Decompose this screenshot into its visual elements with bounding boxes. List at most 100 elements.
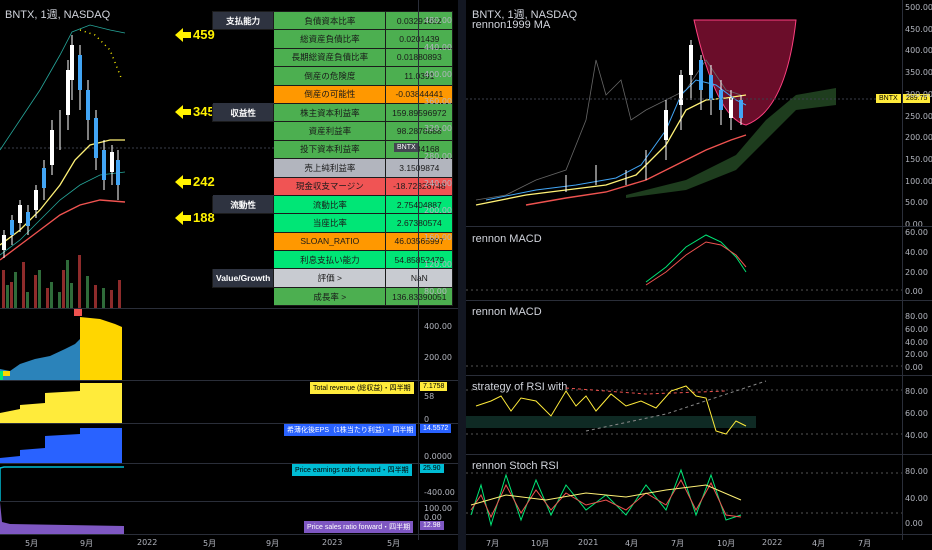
ratio-row: Value/Growth 評価 > NaN xyxy=(211,268,454,288)
ratio-category xyxy=(213,214,274,232)
ratio-row: 長期総資産負債比率 0.01880893 xyxy=(213,47,454,68)
price-tick: 320.00 xyxy=(424,124,452,134)
ratio-category xyxy=(213,48,274,66)
ratio-value: 46.03565997 xyxy=(385,231,454,252)
right-ticker-tag: BNTX xyxy=(876,94,901,103)
financial-ratio-table: 支払能力 負債資本比率 0.03291052 総資産負債比率 0.0201439 長期総資… xyxy=(211,10,454,307)
ratio-category xyxy=(213,85,274,103)
ratio-category xyxy=(213,67,274,85)
target-arrow-1: 459 xyxy=(175,27,215,42)
right-price-tag: 289.75 xyxy=(903,94,931,103)
ratio-name: 当座比率 xyxy=(273,213,387,233)
ratio-value: 0.0201439 xyxy=(385,29,454,49)
ratio-category xyxy=(213,30,274,48)
rsi-title: strategy of RSI with xyxy=(472,381,568,393)
ratio-name: 倒産の危険度 xyxy=(273,66,387,86)
ratio-row: 倒産の可能性 -0.03844441 xyxy=(213,84,454,104)
right-candle-chart xyxy=(466,19,902,206)
target-arrow-2: 345 xyxy=(175,104,215,119)
price-tick: 80.00 xyxy=(424,287,447,296)
price-tick: 400.00 xyxy=(905,46,932,56)
ratio-name: 総資産負債比率 xyxy=(273,29,387,49)
ratio-category xyxy=(213,232,274,250)
left-chart-pane[interactable]: BNTX, 1週, NASDAQ xyxy=(0,0,458,550)
ratio-value: NaN xyxy=(385,268,454,288)
ps-value: 12.98 xyxy=(420,521,444,530)
price-tick: 500.00 xyxy=(905,3,932,12)
ratio-value: 54.85852479 xyxy=(385,250,454,270)
stoch-chart xyxy=(466,468,902,527)
ratio-category xyxy=(213,122,274,140)
price-tick: 120.00 xyxy=(424,259,452,269)
ratio-name: 負債資本比率 xyxy=(273,10,387,31)
pe-value: 25.90 xyxy=(420,464,444,473)
pe-label: Price earnings ratio forward・四半期 xyxy=(292,464,412,476)
ratio-name: 評価 > xyxy=(273,268,387,288)
ratio-name: SLOAN_RATIO xyxy=(273,231,387,252)
macd1-chart xyxy=(466,234,902,291)
price-tick: 200.00 xyxy=(905,133,932,143)
macd2-chart xyxy=(466,365,902,367)
ratio-name: 利息支払い能力 xyxy=(273,250,387,270)
arrow-left-icon xyxy=(175,104,191,119)
ratio-name: 長期総資産負債比率 xyxy=(273,47,387,68)
price-tick: 150.00 xyxy=(905,154,932,164)
price-tick: 250.00 xyxy=(905,111,932,121)
left-candle-chart xyxy=(0,24,418,308)
price-tick: 480.00 xyxy=(424,16,452,25)
right-chart-subtitle: rennon1999 MA xyxy=(472,19,551,31)
price-tick: 360.00 xyxy=(424,97,452,107)
ratio-value: -0.03844441 xyxy=(385,84,454,104)
arrow-left-icon xyxy=(175,210,191,225)
ratio-row: 資産利益率 98.2878888 xyxy=(213,121,454,141)
ratio-name: 成長率 > xyxy=(273,286,387,307)
ratio-value: 2.67380574 xyxy=(385,213,454,233)
price-tick: 160.00 xyxy=(424,232,452,242)
ratio-row: 売上純利益率 3.1509874 xyxy=(213,158,454,178)
right-chart-title: BNTX, 1週, NASDAQ xyxy=(472,9,578,21)
ratio-name: 投下資本利益率 xyxy=(273,139,387,160)
left-chart-title: BNTX, 1週, NASDAQ xyxy=(5,9,111,21)
right-chart-pane[interactable]: BNTX, 1週, NASDAQ rennon1999 MA xyxy=(466,0,932,550)
ratio-name: 現金収支マージン xyxy=(273,176,387,196)
revenue-value: 7.1758 xyxy=(420,382,448,391)
price-tick: 50.00 xyxy=(905,198,928,208)
price-tick: 350.00 xyxy=(905,68,932,78)
price-tick: 240.00 xyxy=(424,178,452,188)
ratio-category xyxy=(213,159,274,177)
eps-label: 希薄化後EPS（1株当たり利益）・四半期 xyxy=(284,424,417,436)
price-tick: 440.00 xyxy=(424,43,452,53)
ratio-row: 利息支払い能力 54.85852479 xyxy=(213,250,454,270)
ratio-category: 流動性 xyxy=(211,194,275,215)
ratio-value: 136.83390051 xyxy=(385,286,454,307)
left-ticker-tag: BNTX xyxy=(394,143,419,152)
arrow-left-icon xyxy=(175,174,191,189)
ratio-row: 投下資本利益率 152.84168 xyxy=(213,139,454,160)
ratio-name: 売上純利益率 xyxy=(273,158,387,178)
pe-chart xyxy=(0,466,124,501)
ratio-category xyxy=(213,251,274,269)
ratio-value: 0.01880893 xyxy=(385,47,454,68)
macd2-title: rennon MACD xyxy=(472,306,542,318)
ratio-category: 収益性 xyxy=(211,102,275,123)
price-tick: 200.00 xyxy=(424,205,452,215)
price-tick: 280.00 xyxy=(424,151,452,161)
eps-value: 14.5572 xyxy=(420,424,452,433)
arrow-left-icon xyxy=(175,27,191,42)
eps-chart xyxy=(0,428,122,463)
ratio-row: 総資産負債比率 0.0201439 xyxy=(213,29,454,49)
price-tick: 300.00 xyxy=(905,89,932,99)
ratio-name: 資産利益率 xyxy=(273,121,387,141)
ratio-category xyxy=(213,287,274,305)
left-area-chart xyxy=(0,309,122,380)
ratio-category: Value/Growth xyxy=(211,268,275,288)
rsi-chart xyxy=(466,380,902,435)
price-tick: 400.00 xyxy=(424,70,452,80)
price-tick: 100.00 xyxy=(905,176,932,186)
ratio-value: 159.89596972 xyxy=(385,102,454,123)
ps-chart xyxy=(0,502,124,534)
target-arrow-3: 242 xyxy=(175,174,215,189)
ratio-category xyxy=(213,177,274,195)
ratio-category: 支払能力 xyxy=(211,10,275,31)
ps-label: Price sales ratio forward・四半期 xyxy=(304,521,414,533)
